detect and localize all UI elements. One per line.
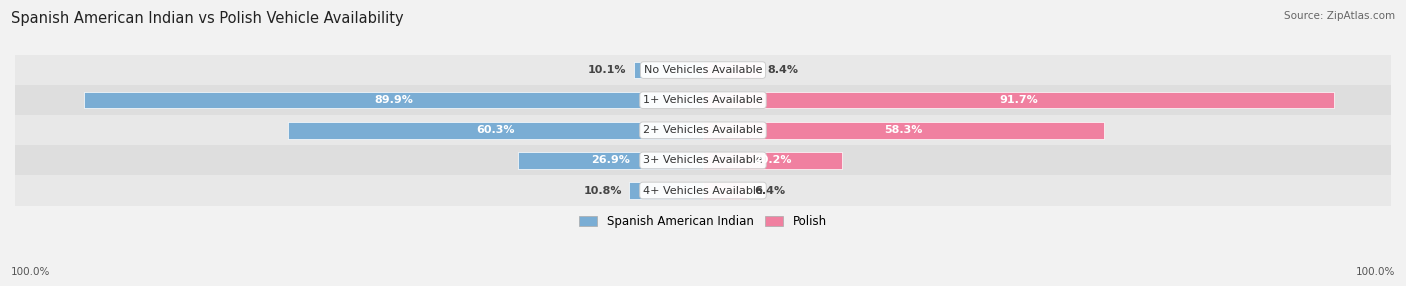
- Text: 10.8%: 10.8%: [583, 186, 621, 196]
- Text: 58.3%: 58.3%: [884, 125, 922, 135]
- Bar: [15, 55, 1391, 85]
- Bar: [703, 152, 842, 169]
- Legend: Spanish American Indian, Polish: Spanish American Indian, Polish: [575, 210, 831, 233]
- Bar: [517, 152, 703, 169]
- Bar: [15, 176, 1391, 206]
- Bar: [15, 85, 1391, 115]
- Text: No Vehicles Available: No Vehicles Available: [644, 65, 762, 75]
- Text: 89.9%: 89.9%: [374, 95, 413, 105]
- Bar: [628, 182, 703, 199]
- Text: 6.4%: 6.4%: [754, 186, 785, 196]
- Bar: [703, 182, 747, 199]
- Text: 8.4%: 8.4%: [768, 65, 799, 75]
- Text: 100.0%: 100.0%: [1355, 267, 1395, 277]
- Text: 20.2%: 20.2%: [754, 155, 792, 165]
- Text: 100.0%: 100.0%: [11, 267, 51, 277]
- Bar: [15, 145, 1391, 176]
- Text: 2+ Vehicles Available: 2+ Vehicles Available: [643, 125, 763, 135]
- Text: 60.3%: 60.3%: [477, 125, 515, 135]
- Bar: [634, 62, 703, 78]
- Bar: [703, 92, 1334, 108]
- Bar: [84, 92, 703, 108]
- Text: 4+ Vehicles Available: 4+ Vehicles Available: [643, 186, 763, 196]
- Text: Spanish American Indian vs Polish Vehicle Availability: Spanish American Indian vs Polish Vehicl…: [11, 11, 404, 26]
- Text: 3+ Vehicles Available: 3+ Vehicles Available: [643, 155, 763, 165]
- Text: 26.9%: 26.9%: [591, 155, 630, 165]
- Text: 10.1%: 10.1%: [588, 65, 627, 75]
- Text: Source: ZipAtlas.com: Source: ZipAtlas.com: [1284, 11, 1395, 21]
- Text: 1+ Vehicles Available: 1+ Vehicles Available: [643, 95, 763, 105]
- Bar: [703, 62, 761, 78]
- Bar: [703, 122, 1104, 139]
- Bar: [15, 115, 1391, 145]
- Text: 91.7%: 91.7%: [1000, 95, 1038, 105]
- Bar: [288, 122, 703, 139]
